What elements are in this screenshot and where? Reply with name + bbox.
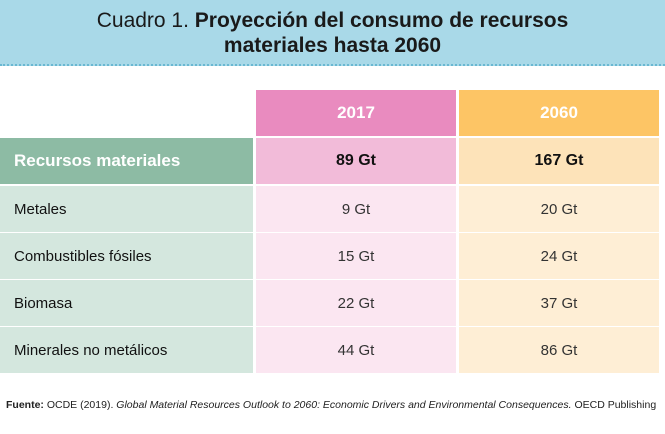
row-2060: 86 Gt [459, 327, 659, 373]
row-label: Metales [0, 186, 253, 232]
row-2017: 22 Gt [256, 280, 456, 326]
row-2017: 9 Gt [256, 186, 456, 232]
total-2017: 89 Gt [256, 138, 456, 184]
row-label: Minerales no metálicos [0, 327, 253, 373]
header-2017: 2017 [256, 90, 456, 136]
title-prefix: Cuadro 1. [96, 9, 189, 32]
table-row: Metales 9 Gt 20 Gt [0, 186, 665, 232]
table-row: Combustibles fósiles 15 Gt 24 Gt [0, 233, 665, 279]
row-2017: 44 Gt [256, 327, 456, 373]
row-2060: 37 Gt [459, 280, 659, 326]
title-main-line-2: materiales hasta 2060 [223, 34, 442, 57]
source-label: Fuente: [6, 399, 44, 411]
row-label: Biomasa [0, 280, 253, 326]
table-row: Biomasa 22 Gt 37 Gt [0, 280, 665, 326]
table-row: Minerales no metálicos 44 Gt 86 Gt [0, 327, 665, 373]
row-2017: 15 Gt [256, 233, 456, 279]
title-main-line-1: Proyección del consumo de recursos [194, 9, 569, 32]
total-2060: 167 Gt [459, 138, 659, 184]
title-banner: Cuadro 1. Proyección del consumo de recu… [0, 0, 665, 66]
table-total-row: Recursos materiales 89 Gt 167 Gt [0, 138, 665, 184]
row-2060: 24 Gt [459, 233, 659, 279]
source-publisher: OECD Publishing [574, 399, 657, 411]
source-author: OCDE (2019). [46, 399, 114, 411]
table-header-row: 2017 2060 [0, 90, 665, 136]
source-title: Global Material Resources Outlook to 206… [116, 399, 572, 411]
row-2060: 20 Gt [459, 186, 659, 232]
source-note: Fuente: OCDE (2019). Global Material Res… [6, 399, 661, 411]
header-2060: 2060 [459, 90, 659, 136]
total-label: Recursos materiales [0, 138, 253, 184]
title-line-1: Cuadro 1. Proyección del consumo de recu… [0, 9, 665, 33]
row-label: Combustibles fósiles [0, 233, 253, 279]
